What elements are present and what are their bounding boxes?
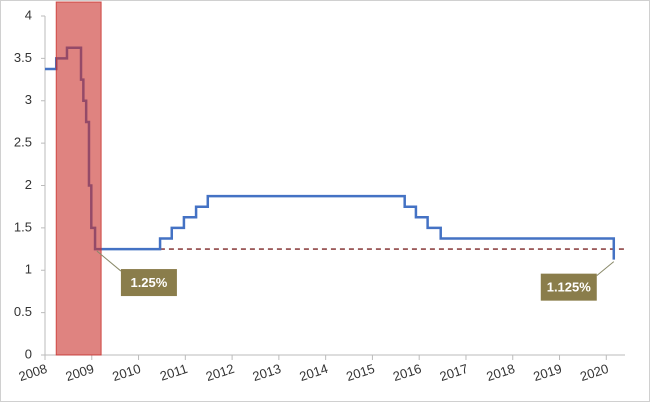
y-tick-label: 0	[25, 346, 32, 361]
y-tick-label: 1	[25, 262, 32, 277]
y-tick-label: 1.5	[14, 219, 32, 234]
y-tick-label: 4	[25, 7, 32, 22]
y-tick-label: 0.5	[14, 304, 32, 319]
y-tick-label: 2.5	[14, 135, 32, 150]
y-tick-label: 2	[25, 177, 32, 192]
annotation-box	[120, 269, 177, 297]
annotation-box	[540, 273, 597, 301]
shaded-period	[55, 1, 102, 356]
y-tick-label: 3	[25, 92, 32, 107]
annotation-label: 1.25%	[130, 275, 167, 290]
annotation-label: 1.125%	[547, 280, 592, 295]
annotation-leader	[96, 250, 122, 272]
y-tick-label: 3.5	[14, 50, 32, 65]
annotation-leader	[596, 261, 615, 277]
